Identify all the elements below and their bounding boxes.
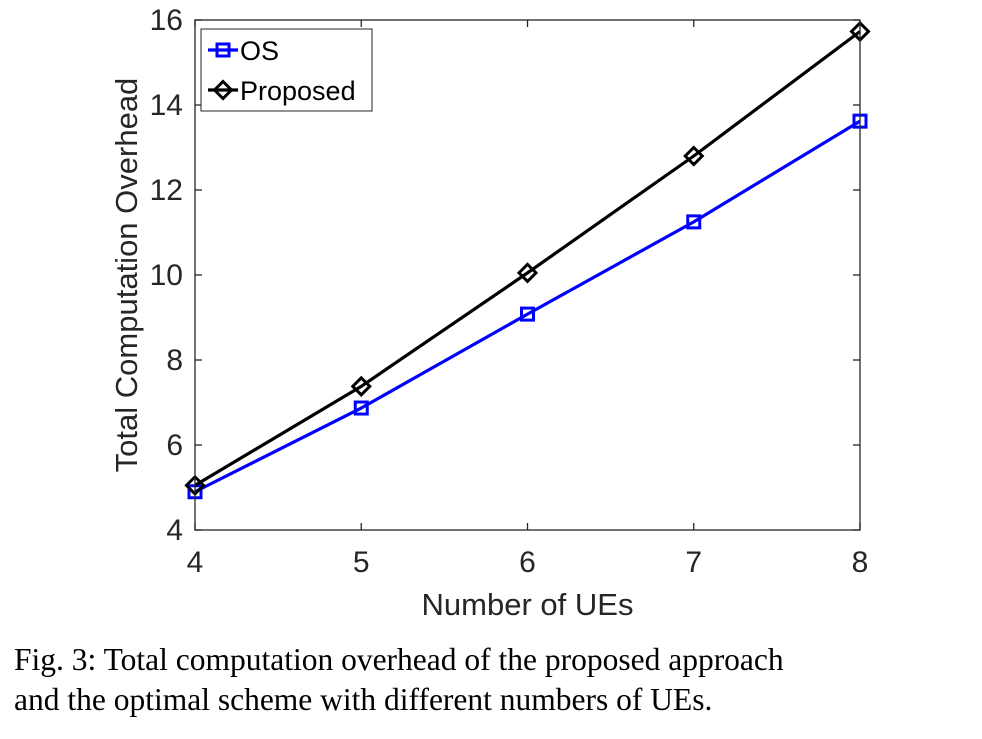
line-chart: 4 5 6 7 8 4 6 8 10 12 14 16 Number of UEs Total Com…: [109, 4, 871, 622]
y-tick-label: 16: [150, 4, 183, 37]
y-tick-label: 6: [166, 429, 183, 462]
y-tick-label: 10: [150, 259, 183, 292]
series-line-proposed: [194, 30, 861, 487]
y-tick-label: 8: [166, 344, 183, 377]
ticks-layer: 4 5 6 7 8 4 6 8 10 12 14 16: [150, 4, 869, 579]
y-axis-label: Total Computation Overhead: [109, 78, 144, 473]
data-point-proposed: [516, 262, 539, 284]
data-point-os: [686, 214, 702, 230]
data-point-os: [353, 400, 369, 416]
x-tick-label: 6: [519, 546, 536, 579]
data-point-os: [520, 306, 535, 322]
figure-caption: Fig. 3: Total computation overhead of th…: [14, 640, 974, 720]
x-axis-label: Number of UEs: [422, 587, 634, 622]
legend-label-proposed: Proposed: [240, 76, 356, 106]
y-tick-label: 14: [150, 89, 183, 122]
legend-box: [200, 28, 373, 112]
x-tick-label: 5: [353, 546, 370, 579]
y-tick-label: 12: [150, 174, 183, 207]
caption-line-1: Fig. 3: Total computation overhead of th…: [14, 642, 784, 677]
x-tick-label: 7: [685, 546, 702, 579]
legend-marker-os: [215, 42, 231, 58]
data-point-proposed: [683, 145, 705, 167]
data-point-proposed: [350, 375, 372, 397]
legend-label-os: OS: [240, 36, 279, 66]
series-line-os: [194, 119, 861, 494]
legend-marker-proposed: [212, 79, 234, 101]
x-tick-label: 4: [187, 546, 204, 579]
caption-line-2: and the optimal scheme with different nu…: [14, 682, 713, 717]
legend: OS Proposed: [200, 28, 373, 112]
x-tick-label: 8: [852, 546, 869, 579]
y-tick-label: 4: [166, 514, 183, 547]
